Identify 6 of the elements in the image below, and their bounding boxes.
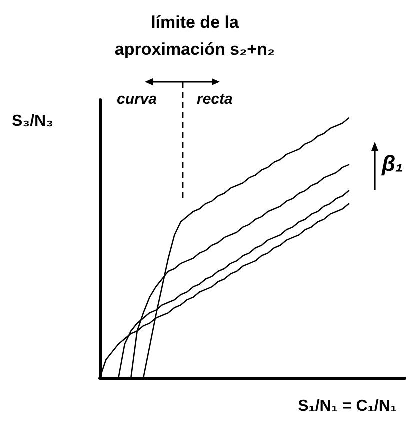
text: límite de la aproximación s₂+n₂ (114, 12, 276, 61)
text: recta (197, 91, 233, 109)
x-axis-title: S₁/N₁ = C₁/N₁ (298, 397, 397, 416)
y-axis-title: S₃/N₃ (12, 112, 54, 132)
annotation: β₁ (382, 151, 404, 178)
text: curva (117, 91, 158, 109)
